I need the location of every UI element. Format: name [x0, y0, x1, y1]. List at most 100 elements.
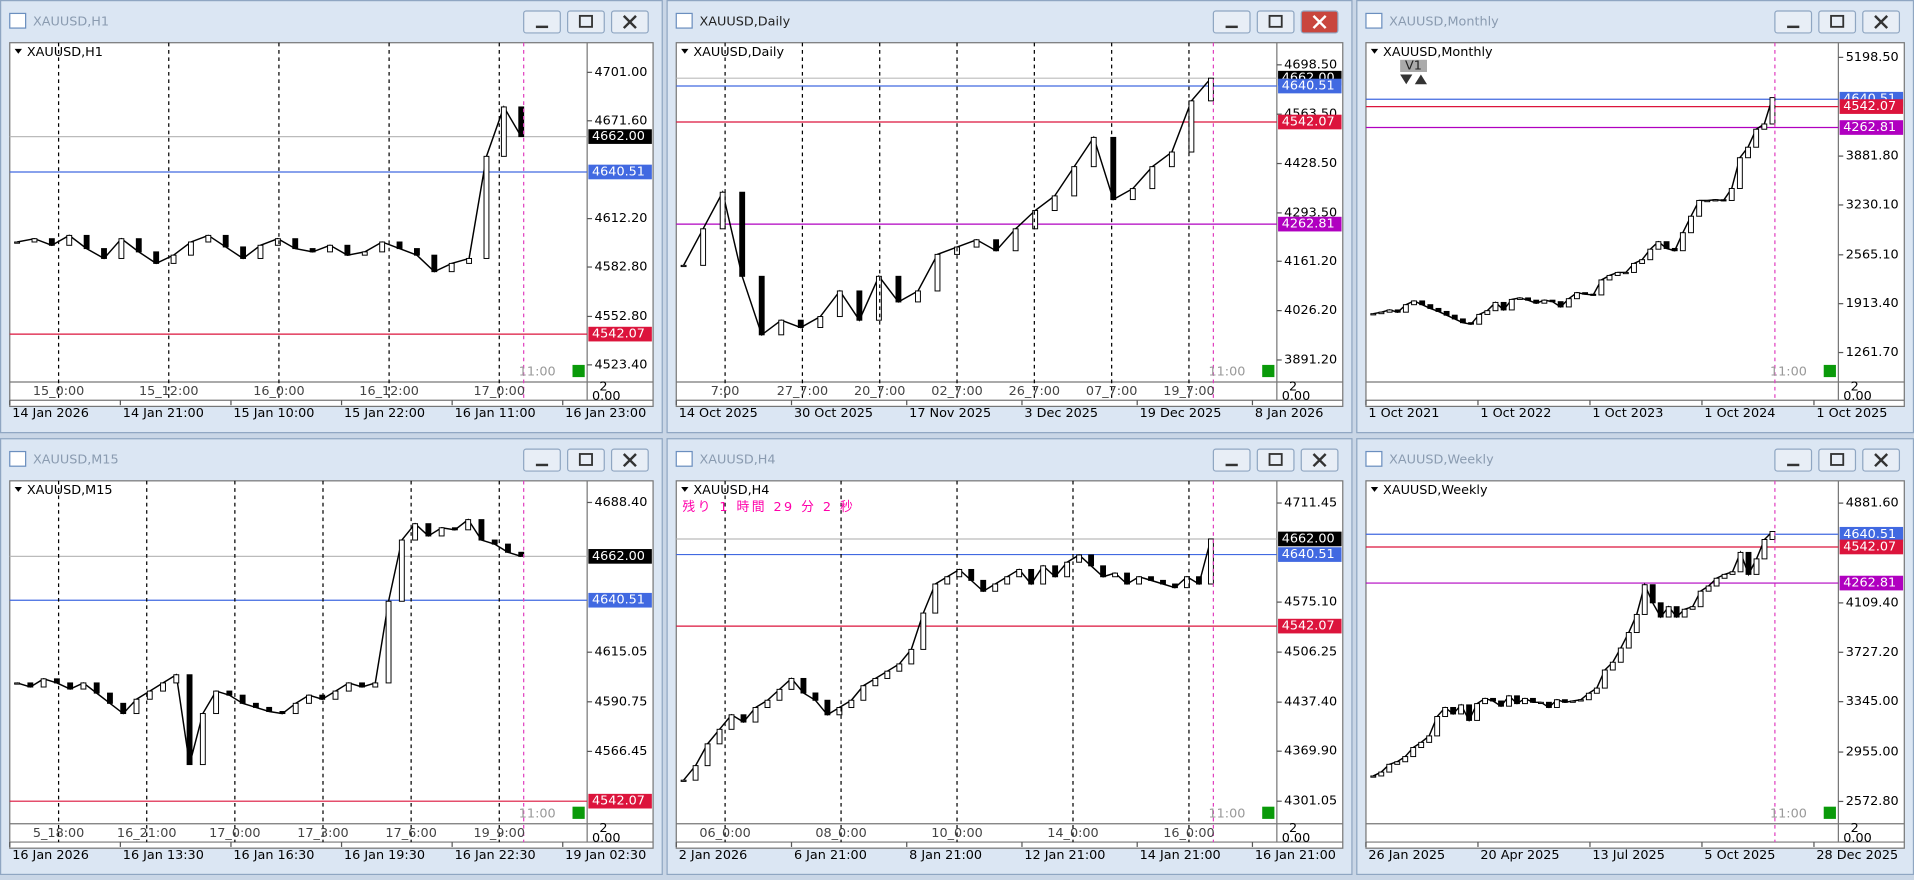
period-separator-label: 19_9:00 [474, 826, 525, 841]
candle [776, 688, 783, 701]
candle [1394, 761, 1401, 765]
time-tick-label: 14 Jan 21:00 [123, 406, 204, 421]
price-tick-label: 1261.70 [1846, 345, 1899, 360]
candle [101, 248, 107, 259]
candle [797, 319, 804, 328]
chart-window[interactable]: XAUUSD,Weekly XAUUSD,Weekly 4881.60 4109.40… [1356, 438, 1914, 876]
remaining-time: 残り 1 時間 29 分 2 秒 [682, 500, 855, 515]
candle [1474, 703, 1481, 721]
candle [1188, 100, 1195, 153]
candle [1032, 210, 1039, 230]
window-min-button[interactable] [1212, 10, 1251, 34]
candle [1090, 136, 1097, 168]
candle [1076, 554, 1083, 563]
price-tick-label: 3891.20 [1284, 352, 1337, 367]
window-min-button[interactable] [523, 10, 561, 34]
window-title: XAUUSD,H4 [699, 453, 775, 468]
price-tick-label: 4109.40 [1846, 595, 1899, 610]
subwindow-scale-label: 0.00 [1282, 389, 1311, 404]
candle [483, 155, 490, 259]
candle [1625, 632, 1632, 649]
price-tick-label: 4590.75 [594, 694, 647, 709]
candle [716, 728, 723, 745]
price-tick-label: 4428.50 [1284, 156, 1337, 171]
time-tick-label: 16 Jan 23:00 [565, 406, 646, 421]
chart-area [9, 42, 654, 408]
price-tick-label: 1913.40 [1846, 296, 1899, 311]
candle [257, 244, 264, 259]
window-min-button[interactable] [523, 448, 561, 472]
period-separator-label: 17_3:00 [297, 826, 348, 841]
candle [817, 316, 824, 328]
candle [1617, 647, 1624, 663]
chart-window[interactable]: XAUUSD,H1 XAUUSD,H1 4701.00 4671.60 4612.20 4… [0, 0, 663, 434]
price-marker-label: 4640.51 [592, 164, 645, 179]
candle [186, 674, 193, 766]
window-max-button[interactable] [1256, 10, 1295, 34]
candle [327, 244, 333, 253]
candle [1100, 565, 1106, 578]
window-max-button[interactable] [567, 448, 605, 472]
indicator-button[interactable] [1400, 59, 1427, 73]
candle [1386, 763, 1393, 773]
candle [884, 670, 891, 679]
candle [518, 551, 525, 557]
price-marker [588, 164, 652, 180]
candle [292, 238, 299, 250]
candle [1418, 741, 1425, 749]
price-tick-label: 4698.50 [1284, 57, 1337, 72]
time-tick-label: 8 Jan 21:00 [909, 848, 982, 863]
chart-window[interactable]: XAUUSD,H4 XAUUSD,H4 4711.45 4575.10 4506.25 4… [666, 438, 1353, 876]
candle [279, 711, 286, 715]
candle [1745, 551, 1752, 575]
chart-window[interactable]: XAUUSD,M15 XAUUSD,M15 4688.40 4615.05 4590.7… [0, 438, 663, 876]
time-tick-label: 13 Jul 2025 [1592, 848, 1664, 863]
candle [1498, 700, 1504, 707]
window-min-button[interactable] [1212, 448, 1251, 472]
chart-window[interactable]: XAUUSD,Monthly XAUUSD,Monthly 5198.50 3881.… [1356, 0, 1914, 434]
candle [465, 519, 472, 531]
candle [205, 234, 212, 243]
button-glyph [622, 15, 637, 29]
candle [379, 241, 386, 253]
window-min-button[interactable] [1774, 448, 1813, 472]
button-glyph [1874, 453, 1889, 468]
chart-symbol-label: XAUUSD,Weekly [1383, 483, 1488, 498]
window-max-button[interactable] [1818, 10, 1857, 34]
window-max-button[interactable] [1818, 448, 1857, 472]
window-title: XAUUSD,H1 [33, 14, 109, 29]
time-tick-label: 5 Oct 2025 [1704, 848, 1775, 863]
window-max-button[interactable] [1256, 448, 1295, 472]
candle [1378, 311, 1385, 315]
chart-area [1365, 480, 1905, 849]
candle [1601, 669, 1608, 689]
price-tick-label: 4612.20 [594, 211, 647, 226]
price-tick-label: 2955.00 [1846, 745, 1899, 760]
time-tick-label: 16 Jan 11:00 [455, 406, 536, 421]
candle [385, 600, 392, 684]
chart-area [675, 480, 1344, 849]
price-tick-label: 4881.60 [1846, 496, 1899, 511]
candle [1622, 271, 1629, 275]
candle [1657, 602, 1664, 618]
window-min-button[interactable] [1774, 10, 1813, 34]
time-tick-label: 1 Oct 2022 [1480, 406, 1551, 421]
candle [1394, 309, 1401, 313]
candle [1370, 313, 1377, 316]
candle [1458, 704, 1465, 715]
candle [800, 677, 807, 694]
candle [1538, 701, 1544, 705]
candle [1705, 585, 1712, 592]
time-tick-label: 12 Jan 21:00 [1024, 848, 1105, 863]
candle [27, 682, 34, 688]
price-marker [1839, 120, 1904, 135]
price-marker-label: 4640.51 [1282, 547, 1335, 562]
window-max-button[interactable] [567, 10, 605, 34]
chart-window[interactable]: XAUUSD,DailyXAUUSD,Daily4698.504563.5044… [666, 0, 1353, 434]
subwindow-scale-label: 0.00 [592, 389, 621, 404]
price-marker [1278, 78, 1342, 94]
price-marker-label: 4640.51 [592, 593, 645, 608]
price-marker [588, 592, 652, 608]
period-separator-label: 27_7:00 [777, 384, 828, 399]
price-marker [1278, 531, 1342, 547]
